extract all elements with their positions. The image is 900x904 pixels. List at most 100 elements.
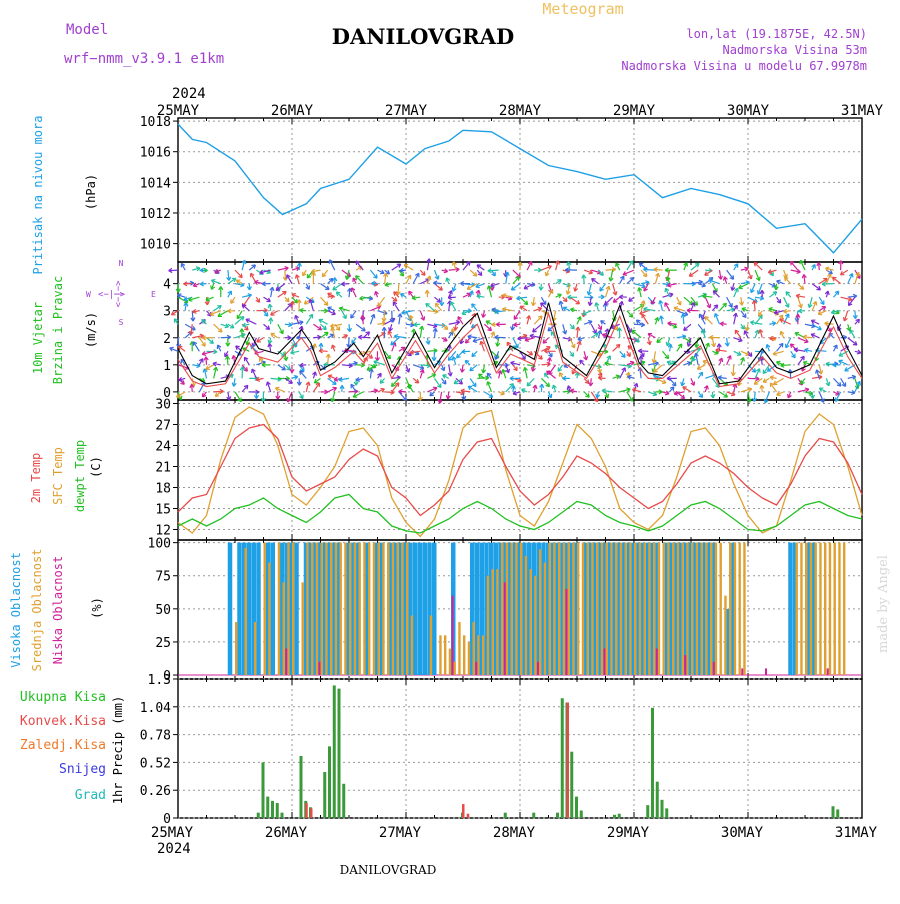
y-tick-label: 0 — [163, 812, 171, 827]
mid-cloud-bar — [653, 543, 655, 675]
mid-cloud-bar — [306, 543, 308, 675]
subtitle: Meteogram — [542, 0, 623, 18]
y-tick-labels: 1010101210141016101801234121518212427300… — [140, 115, 171, 827]
mid-cloud-bar — [477, 635, 479, 675]
mid-cloud-bar — [587, 543, 589, 675]
mid-cloud-bar — [468, 642, 470, 675]
y-tick-label: 4 — [163, 278, 171, 293]
conv-precip-bar — [567, 703, 570, 818]
total-precip-bar — [323, 772, 326, 818]
total-precip-bar — [266, 797, 269, 818]
year-label-top: 2024 — [172, 86, 206, 102]
mid-cloud-bar — [302, 582, 304, 675]
mid-cloud-bar — [591, 543, 593, 675]
total-precip-bar — [342, 784, 345, 818]
mid-cloud-bar — [378, 543, 380, 675]
top-day-label: 29MAY — [613, 103, 656, 119]
mid-cloud-bar — [739, 543, 741, 675]
mid-cloud-bar — [501, 543, 503, 675]
mid-cloud-bar — [577, 543, 579, 675]
precip-legend-total: Ukupna Kisa — [20, 690, 106, 705]
panel-grids — [173, 118, 862, 818]
top-day-label: 26MAY — [271, 103, 314, 119]
mid-cloud-bar — [549, 543, 551, 675]
mid-cloud-bar — [387, 543, 389, 675]
high-cloud-bar — [418, 543, 423, 675]
model-name: wrf−nmm_v3.9.1 e1km — [64, 51, 224, 67]
total-precip-bar — [575, 797, 578, 818]
mid-cloud-bar — [492, 569, 494, 675]
mid-cloud-bar — [625, 543, 627, 675]
mid-cloud-bar — [563, 543, 565, 675]
mid-cloud-bar — [815, 543, 817, 675]
total-precip-bar — [665, 808, 668, 818]
bottom-day-label: 26MAY — [265, 825, 308, 841]
mid-cloud-bar — [292, 543, 294, 675]
pressure-label: Pritisak na nivou mora — [31, 116, 45, 275]
compass-e: E — [151, 290, 156, 299]
bottom-day-label: 29MAY — [607, 825, 650, 841]
y-tick-label: 50 — [155, 603, 171, 618]
mid-cloud-bar — [515, 543, 517, 675]
bottom-day-label: 30MAY — [721, 825, 764, 841]
total-precip-bar — [618, 814, 621, 818]
low-cloud-bar — [684, 655, 686, 675]
low-cloud-bar — [504, 582, 506, 675]
mid-cloud-bar — [349, 543, 351, 675]
mid-cloud-bar — [454, 662, 456, 675]
mid-cloud-bar — [682, 543, 684, 675]
y-tick-label: 1 — [163, 359, 171, 374]
mid-cloud-bar — [696, 543, 698, 675]
mid-cloud-bar — [235, 622, 237, 675]
high-cloud-bar — [228, 543, 233, 675]
y-tick-label: 1018 — [140, 115, 171, 130]
mid-cloud-bar — [539, 549, 541, 675]
high-cloud-bar — [423, 543, 428, 675]
year-label-bottom: 2024 — [157, 841, 191, 857]
high-cloud-bar — [432, 543, 437, 675]
mid-cloud-bar — [283, 582, 285, 675]
low-cloud-bar — [566, 589, 568, 675]
mid-cloud-bar — [245, 548, 247, 675]
mid-cloud-bar — [834, 543, 836, 675]
mid-cloud-bar — [544, 563, 546, 676]
mid-cloud-bar — [487, 576, 489, 675]
low-cloud-bar — [765, 668, 767, 675]
total-precip-bar — [613, 815, 616, 818]
conv-precip-bar — [467, 814, 470, 818]
mid-cloud-bar — [663, 543, 665, 675]
low-cloud-bar — [537, 662, 539, 675]
mid-cloud-bar — [720, 543, 722, 675]
wind-arrow — [632, 330, 641, 338]
compass-arrow-v: <−|−> — [114, 280, 124, 308]
temp-unit: (C) — [89, 456, 103, 478]
compass-s: S — [119, 318, 124, 327]
high-cloud-bar — [247, 543, 252, 675]
y-tick-label: 1010 — [140, 238, 171, 253]
mid-cloud-bar — [325, 543, 327, 675]
mid-cloud-bar — [715, 543, 717, 675]
mid-cloud-bar — [810, 543, 812, 675]
y-tick-label: 75 — [155, 570, 171, 585]
low-cloud-bar — [713, 662, 715, 675]
cloud-label-1: Visoka Oblacnost — [9, 552, 23, 668]
total-precip-bar — [656, 782, 659, 818]
y-tick-label: 100 — [148, 537, 171, 552]
mid-cloud-bar — [482, 635, 484, 675]
y-tick-label: 1014 — [140, 176, 171, 191]
top-day-label: 28MAY — [499, 103, 542, 119]
mid-cloud-bar — [658, 543, 660, 675]
mid-cloud-bar — [672, 543, 674, 675]
precip-unit: 1hr Precip (mm) — [111, 696, 125, 804]
y-tick-label: 1016 — [140, 146, 171, 161]
top-day-label: 31MAY — [841, 103, 884, 119]
model-label: Model — [66, 22, 108, 38]
y-tick-label: 1.3 — [148, 673, 171, 688]
mid-cloud-bar — [401, 543, 403, 675]
y-tick-label: 2 — [163, 332, 171, 347]
total-precip-bar — [504, 813, 507, 818]
total-precip-bar — [832, 806, 835, 818]
